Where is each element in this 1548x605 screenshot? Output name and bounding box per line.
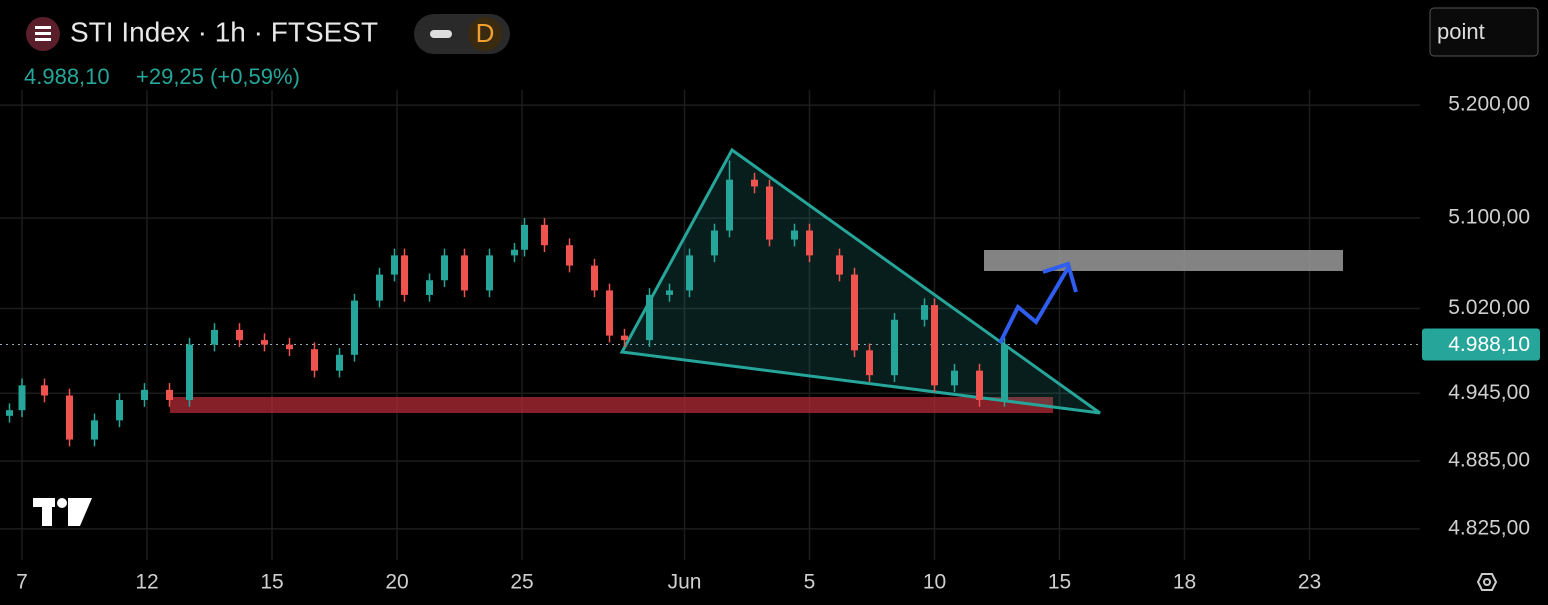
candle-body [766, 186, 773, 240]
menu-bar [35, 32, 51, 35]
candle-body [41, 385, 48, 396]
settings-icon[interactable] [1476, 573, 1498, 591]
x-tick-label: 23 [1298, 571, 1321, 594]
y-tick-label: 4.885,00 [1448, 449, 1530, 472]
candle-body [141, 389, 148, 401]
candle-body [951, 370, 958, 386]
candle-body [441, 255, 448, 281]
candle-body [931, 305, 938, 386]
y-tick-label: 5.100,00 [1448, 206, 1530, 229]
menu-bar [35, 38, 51, 41]
x-tick-label: 12 [135, 571, 158, 594]
candle-body [391, 255, 398, 275]
candle-body [186, 344, 193, 401]
y-tick-label: 4.945,00 [1448, 381, 1530, 404]
arrow-head [1042, 261, 1078, 293]
y-tick-label: 5.200,00 [1448, 93, 1530, 116]
settings-icon-dot [1483, 578, 1491, 586]
candle-body [286, 344, 293, 350]
badge-circle [468, 17, 502, 51]
candles [6, 160, 1008, 447]
candle-body [521, 224, 528, 250]
price-change: +29,25 (+0,59%) [136, 64, 300, 89]
last-price: 4.988,10 [24, 64, 110, 89]
candle-body [791, 230, 798, 240]
tv-logo [33, 498, 92, 526]
grid [0, 90, 1420, 560]
candle-body [606, 290, 613, 336]
toggle [430, 30, 452, 38]
x-tick-label: 15 [260, 571, 283, 594]
x-tick-label: 15 [1048, 571, 1071, 594]
candle-body [336, 354, 343, 371]
x-tick-label: 20 [385, 571, 408, 594]
candle-body [236, 329, 243, 341]
candle-body [751, 179, 758, 187]
badge-text: D [476, 18, 495, 48]
candle-body [806, 230, 813, 256]
point-button[interactable] [1429, 7, 1539, 57]
candle-body [891, 319, 898, 376]
candle-body [211, 329, 218, 345]
candle-body [511, 249, 518, 256]
candle-body [541, 224, 548, 246]
y-tick-label: 5.020,00 [1448, 296, 1530, 319]
candle-body [66, 395, 73, 440]
candle-body [1001, 344, 1008, 401]
candle-body [376, 274, 383, 301]
candle-body [711, 230, 718, 256]
logo-part [57, 498, 67, 508]
candle-body [311, 349, 318, 371]
candle-body [836, 255, 843, 275]
candle-body [686, 255, 693, 291]
candle-body [18, 385, 26, 411]
candle-body [851, 274, 858, 351]
projection-arrow [998, 266, 1070, 344]
last-price-label: 4.988,10 [1448, 333, 1530, 356]
wedge-pattern [619, 147, 1101, 415]
symbol-title: STI Index · 1h · FTSEST [70, 16, 378, 47]
menu-bar [35, 26, 51, 29]
candle-body [91, 420, 98, 440]
last-price-tag [1422, 328, 1540, 361]
x-tick-label: 10 [923, 571, 946, 594]
target-zone [984, 250, 1343, 271]
candle-body [976, 370, 983, 401]
candle-body [591, 265, 598, 291]
candle-body [921, 305, 928, 320]
candle-body [166, 389, 173, 401]
x-tick-label: Jun [668, 571, 702, 594]
candle-body [866, 350, 873, 376]
candle-body [401, 255, 408, 295]
logo-part [68, 498, 92, 526]
logo-part [42, 498, 52, 526]
candle-body [726, 179, 733, 231]
candle-body [566, 245, 573, 266]
header: STI Index · 1h · FTSEST D 4.988,10 +29,2… [24, 7, 1539, 89]
candle-body [6, 410, 13, 416]
candle-body [116, 400, 123, 421]
y-tick-label: 4.825,00 [1448, 516, 1530, 539]
candle-body [261, 340, 268, 345]
x-tick-label: 25 [510, 571, 533, 594]
candle-body [351, 300, 358, 355]
x-tick-label: 7 [16, 571, 28, 594]
candle-body [646, 294, 653, 341]
point-button-label: point [1437, 19, 1485, 44]
candle-body [666, 290, 673, 295]
candle-body [426, 280, 433, 295]
support-zone [170, 397, 1053, 413]
candle-body [621, 335, 628, 341]
candle-body [461, 255, 468, 291]
x-tick-label: 18 [1173, 571, 1196, 594]
candle-body [486, 255, 493, 291]
x-tick-label: 5 [804, 571, 816, 594]
